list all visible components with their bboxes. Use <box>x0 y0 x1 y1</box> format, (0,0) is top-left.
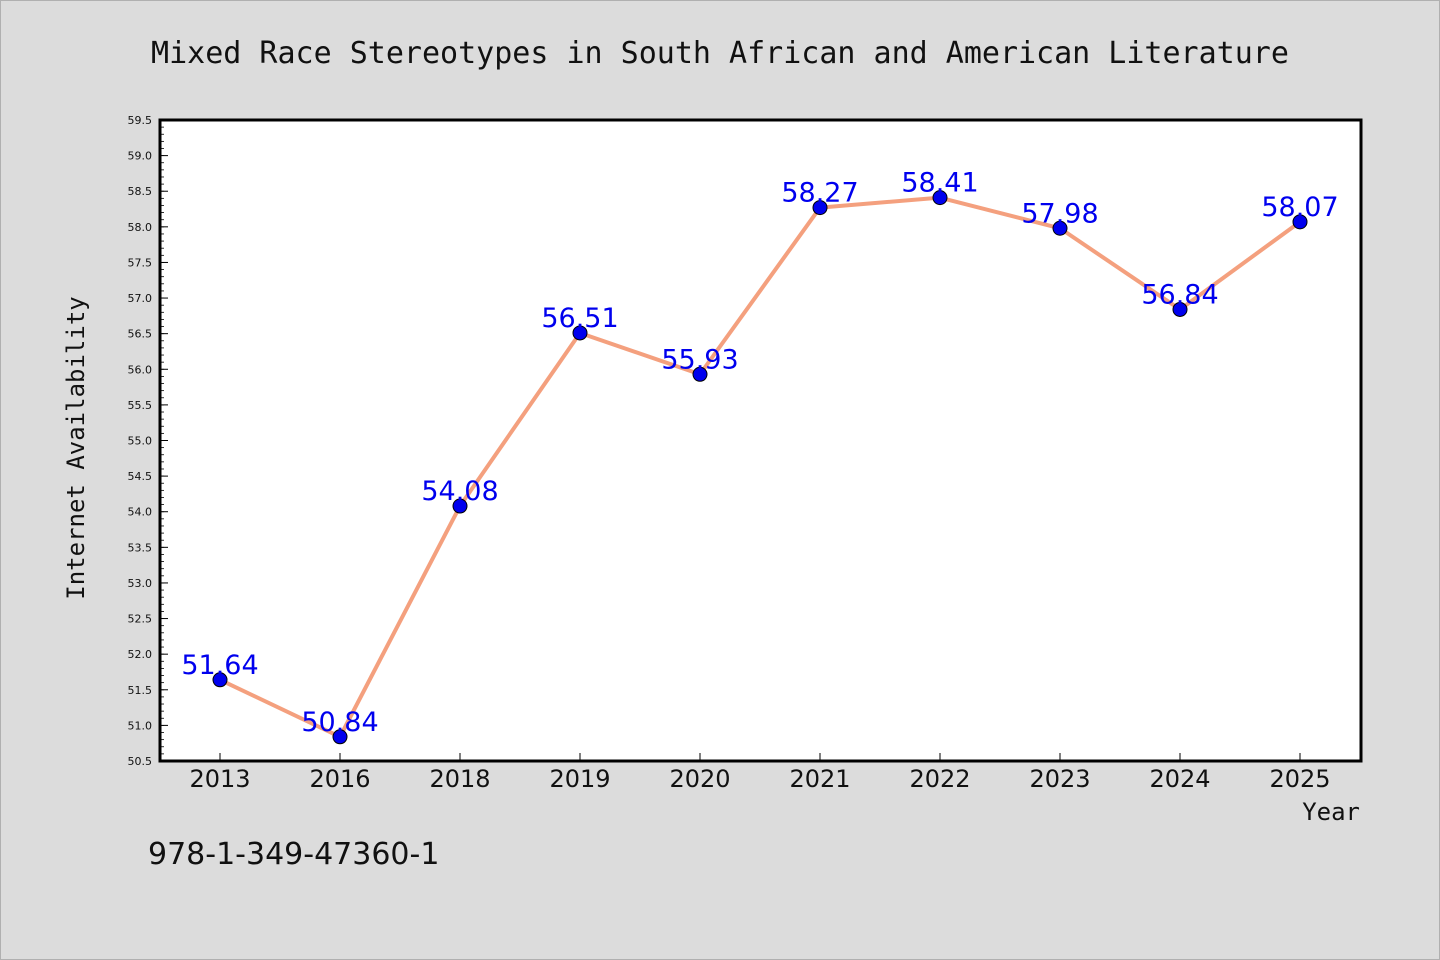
y-tick-label: 57.5 <box>128 256 153 269</box>
data-point <box>1172 301 1188 317</box>
data-point <box>1292 214 1308 230</box>
data-label: 50.84 <box>301 707 378 738</box>
y-tick-label: 50.5 <box>128 755 153 768</box>
data-label-group: 51.64 50.84 54.08 56.51 55.93 58.27 58.41 57.98… <box>181 168 1338 738</box>
data-label: 58.27 <box>781 178 858 209</box>
y-tick-label: 58.5 <box>128 185 153 198</box>
y-tick-label: 55.0 <box>128 435 153 448</box>
data-label: 58.07 <box>1261 192 1338 223</box>
y-tick-label: 56.0 <box>128 363 153 376</box>
x-tick-label: 2018 <box>429 765 490 793</box>
data-label: 55.93 <box>661 344 738 375</box>
y-tick-label: 56.5 <box>128 328 153 341</box>
data-point <box>812 200 828 216</box>
y-tick-label: 58.0 <box>128 221 153 234</box>
data-point <box>212 672 228 688</box>
chart-title: Mixed Race Stereotypes in South African … <box>151 36 1289 71</box>
y-tick-label: 59.0 <box>128 150 153 163</box>
isbn-footnote: 978-1-349-47360-1 <box>148 837 439 872</box>
x-axis-label: Year <box>1302 798 1360 826</box>
y-tick-label: 52.5 <box>128 613 153 626</box>
data-point <box>332 729 348 745</box>
data-label: 51.64 <box>181 650 258 681</box>
x-tick-label: 2023 <box>1029 765 1090 793</box>
data-point <box>692 366 708 382</box>
data-point <box>1052 220 1068 236</box>
data-label: 56.51 <box>541 303 618 334</box>
y-tick-label: 55.5 <box>128 399 153 412</box>
x-tick-label: 2013 <box>189 765 250 793</box>
data-label: 54.08 <box>421 476 498 507</box>
data-label: 58.41 <box>901 168 978 199</box>
x-tick-label: 2019 <box>549 765 610 793</box>
y-axis-label: Internet Availability <box>62 296 90 599</box>
y-axis: 50.5 51.0 51.5 52.0 52.5 53.0 53.5 54.0 54.5 55.0… <box>128 114 168 768</box>
series-line-group <box>212 190 1308 745</box>
x-tick-label: 2025 <box>1269 765 1330 793</box>
y-tick-label: 54.5 <box>128 470 153 483</box>
data-point <box>572 325 588 341</box>
y-tick-label: 53.0 <box>128 577 153 590</box>
x-tick-label: 2024 <box>1149 765 1210 793</box>
x-tick-label: 2021 <box>789 765 850 793</box>
data-label: 57.98 <box>1021 198 1098 229</box>
data-point <box>452 498 468 514</box>
x-tick-label: 2016 <box>309 765 370 793</box>
data-label: 56.84 <box>1141 279 1218 310</box>
y-tick-label: 51.5 <box>128 684 153 697</box>
series-line <box>219 195 1302 739</box>
y-tick-label: 54.0 <box>128 506 153 519</box>
x-axis: 2013 2016 2018 2019 2020 2021 2022 2023 2024 2025 <box>189 753 1331 793</box>
y-tick-label: 57.0 <box>128 292 153 305</box>
plot-area <box>160 120 1361 761</box>
y-tick-label: 59.5 <box>128 114 153 127</box>
y-tick-label: 52.0 <box>128 648 153 661</box>
x-tick-label: 2020 <box>669 765 730 793</box>
plot-frame <box>158 118 1363 763</box>
y-tick-label: 51.0 <box>128 719 153 732</box>
x-tick-label: 2022 <box>909 765 970 793</box>
data-point <box>932 190 948 206</box>
y-tick-label: 53.5 <box>128 541 153 554</box>
